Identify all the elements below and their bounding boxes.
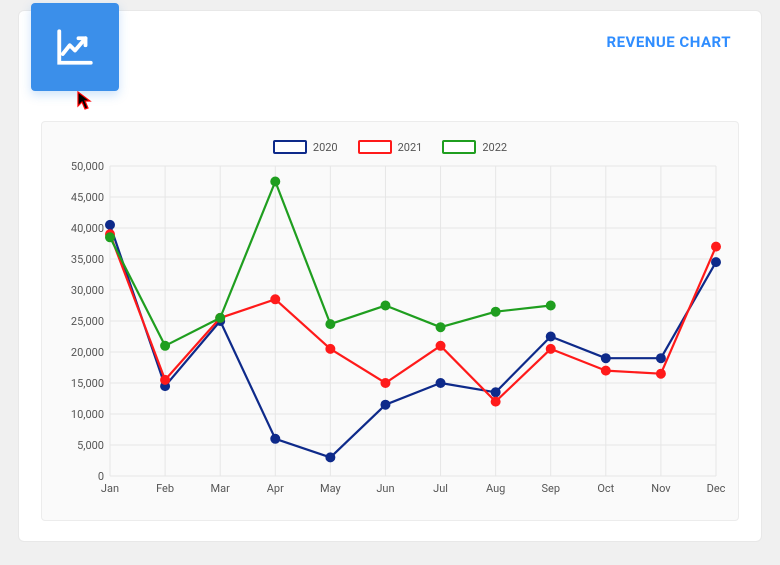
chart-icon-badge bbox=[31, 3, 119, 91]
chart-panel: 202020212022 05,00010,00015,00020,00025,… bbox=[41, 121, 739, 521]
x-axis-label: Nov bbox=[651, 482, 671, 495]
data-point[interactable] bbox=[271, 177, 280, 186]
cursor-pointer-icon bbox=[77, 91, 93, 115]
y-axis-label: 30,000 bbox=[71, 284, 104, 297]
y-axis-label: 40,000 bbox=[71, 222, 104, 235]
revenue-line-chart: 05,00010,00015,00020,00025,00030,00035,0… bbox=[58, 160, 726, 500]
x-axis-label: Mar bbox=[211, 482, 231, 495]
x-axis-label: May bbox=[320, 482, 342, 495]
y-axis-label: 25,000 bbox=[71, 315, 104, 328]
data-point[interactable] bbox=[656, 369, 665, 378]
data-point[interactable] bbox=[436, 341, 445, 350]
x-axis-label: Sep bbox=[541, 482, 560, 495]
y-axis-label: 45,000 bbox=[71, 191, 104, 204]
data-point[interactable] bbox=[326, 320, 335, 329]
data-point[interactable] bbox=[326, 344, 335, 353]
data-point[interactable] bbox=[436, 323, 445, 332]
data-point[interactable] bbox=[106, 220, 115, 229]
legend-swatch bbox=[273, 140, 307, 154]
data-point[interactable] bbox=[381, 301, 390, 310]
x-axis-label: Jan bbox=[101, 482, 119, 495]
data-point[interactable] bbox=[491, 388, 500, 397]
data-point[interactable] bbox=[546, 332, 555, 341]
x-axis-label: Oct bbox=[597, 482, 614, 495]
data-point[interactable] bbox=[601, 354, 610, 363]
y-axis-label: 35,000 bbox=[71, 253, 104, 266]
chart-legend: 2020 2021 2022 bbox=[58, 140, 722, 154]
x-axis-label: Dec bbox=[707, 482, 726, 495]
legend-item-2022[interactable]: 2022 bbox=[442, 140, 507, 154]
data-point[interactable] bbox=[491, 307, 500, 316]
data-point[interactable] bbox=[601, 366, 610, 375]
data-point[interactable] bbox=[712, 258, 721, 267]
legend-item-2020[interactable]: 2020 bbox=[273, 140, 338, 154]
data-point[interactable] bbox=[161, 375, 170, 384]
legend-item-2021[interactable]: 2021 bbox=[358, 140, 423, 154]
x-axis-label: Jun bbox=[376, 482, 394, 495]
card-title: REVENUE CHART bbox=[606, 33, 731, 51]
data-point[interactable] bbox=[546, 301, 555, 310]
data-point[interactable] bbox=[161, 341, 170, 350]
x-axis-label: Feb bbox=[156, 482, 174, 495]
y-axis-label: 20,000 bbox=[71, 346, 104, 359]
y-axis-label: 15,000 bbox=[71, 377, 104, 390]
x-axis-label: Apr bbox=[267, 482, 284, 495]
data-point[interactable] bbox=[271, 295, 280, 304]
trending-up-icon bbox=[54, 26, 96, 68]
legend-label: 2022 bbox=[482, 141, 507, 154]
legend-swatch bbox=[442, 140, 476, 154]
legend-label: 2020 bbox=[313, 141, 338, 154]
y-axis-label: 50,000 bbox=[71, 160, 104, 173]
data-point[interactable] bbox=[216, 313, 225, 322]
revenue-chart-card: REVENUE CHART 202020212022 05,00010,0001… bbox=[18, 10, 762, 542]
data-point[interactable] bbox=[271, 434, 280, 443]
data-point[interactable] bbox=[381, 379, 390, 388]
data-point[interactable] bbox=[656, 354, 665, 363]
y-axis-label: 5,000 bbox=[77, 439, 104, 452]
data-point[interactable] bbox=[546, 344, 555, 353]
data-point[interactable] bbox=[381, 400, 390, 409]
data-point[interactable] bbox=[106, 233, 115, 242]
legend-swatch bbox=[358, 140, 392, 154]
data-point[interactable] bbox=[491, 397, 500, 406]
legend-label: 2021 bbox=[398, 141, 423, 154]
data-point[interactable] bbox=[436, 379, 445, 388]
x-axis-label: Jul bbox=[433, 482, 448, 495]
data-point[interactable] bbox=[712, 242, 721, 251]
y-axis-label: 10,000 bbox=[71, 408, 104, 421]
data-point[interactable] bbox=[326, 453, 335, 462]
x-axis-label: Aug bbox=[486, 482, 505, 495]
